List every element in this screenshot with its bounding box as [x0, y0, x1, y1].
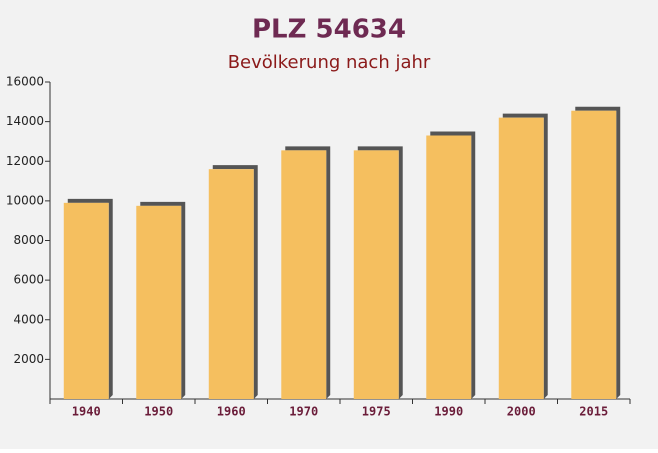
- bar: [281, 150, 327, 399]
- x-tick-label: 1975: [362, 405, 391, 419]
- bar: [426, 135, 472, 399]
- chart-subtitle: Bevölkerung nach jahr: [228, 52, 431, 73]
- y-tick-label: 8000: [13, 233, 44, 247]
- y-tick-label: 14000: [6, 114, 44, 128]
- x-tick-label: 1960: [217, 405, 246, 419]
- y-tick-label: 12000: [6, 154, 44, 168]
- bar: [498, 117, 544, 399]
- x-tick-label: 1940: [72, 405, 101, 419]
- chart-title: PLZ 54634: [252, 15, 406, 45]
- x-tick-label: 2015: [579, 405, 608, 419]
- y-tick-label: 10000: [6, 193, 44, 207]
- x-tick-label: 1970: [289, 405, 318, 419]
- bar: [63, 202, 109, 399]
- x-tick-label: 1990: [434, 405, 463, 419]
- bar: [571, 110, 617, 400]
- y-tick-label: 6000: [13, 273, 44, 287]
- x-tick-label: 2000: [507, 405, 536, 419]
- bar: [136, 205, 182, 399]
- y-tick-label: 4000: [13, 312, 44, 326]
- y-tick-label: 2000: [13, 352, 44, 366]
- x-tick-label: 1950: [144, 405, 173, 419]
- bar: [353, 150, 399, 399]
- bar: [208, 169, 254, 399]
- y-tick-label: 16000: [6, 75, 44, 89]
